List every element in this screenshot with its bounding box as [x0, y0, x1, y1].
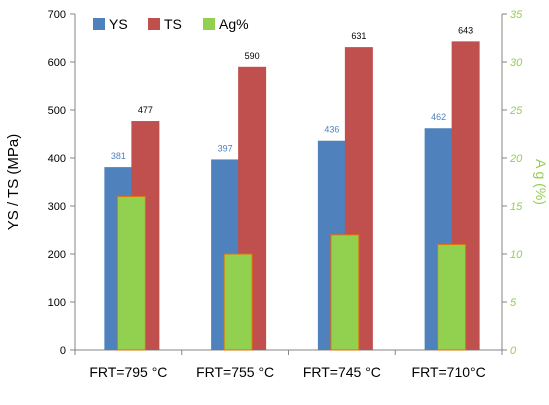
y2-tick-label: 30 — [510, 57, 523, 69]
y-tick-label: 700 — [48, 9, 66, 21]
data-label-ts: 631 — [351, 31, 366, 41]
y-tick-label: 200 — [48, 249, 66, 261]
y-tick-label: 0 — [60, 345, 66, 357]
x-tick-label: FRT=745 °C — [303, 364, 381, 380]
y2-tick-label: 20 — [509, 153, 523, 165]
legend-swatch-ag — [203, 18, 215, 30]
legend-swatch-ys — [93, 18, 105, 30]
bar-ag-0 — [116, 195, 146, 351]
y-tick-label: 400 — [48, 153, 66, 165]
y-tick-label: 100 — [48, 297, 66, 309]
y2-tick-label: 10 — [510, 249, 523, 261]
legend-swatch-ts — [148, 18, 160, 30]
x-tick-label: FRT=710°C — [412, 364, 486, 380]
y2-axis-title: A g (%) — [533, 159, 549, 205]
y-tick-label: 500 — [48, 105, 66, 117]
data-label-ts: 643 — [458, 25, 473, 35]
data-label-ts: 477 — [138, 105, 153, 115]
data-label-ys: 397 — [218, 143, 233, 153]
data-label-ag: 11 — [447, 251, 456, 261]
y2-tick-label: 15 — [510, 201, 523, 213]
x-tick-label: FRT=795 °C — [89, 364, 167, 380]
data-label-ag: 16 — [126, 203, 136, 213]
legend-label: Ag% — [219, 16, 249, 32]
y-tick-label: 300 — [48, 201, 66, 213]
x-tick-label: FRT=755 °C — [196, 364, 274, 380]
y-axis-title: YS / TS (MPa) — [5, 134, 22, 230]
data-label-ts: 590 — [245, 51, 260, 61]
y2-tick-label: 5 — [510, 297, 517, 309]
data-label-ys: 381 — [111, 151, 126, 161]
data-label-ys: 462 — [431, 112, 446, 122]
data-label-ag: 10 — [233, 261, 243, 271]
data-label-ag: 12 — [340, 242, 350, 252]
legend-label: TS — [164, 16, 182, 32]
bar-ag-3 — [437, 243, 467, 351]
y2-tick-label: 25 — [509, 105, 523, 117]
bar-ag-1 — [223, 253, 253, 351]
legend-label: YS — [109, 16, 128, 32]
bar-ag-2 — [330, 234, 360, 351]
y-tick-label: 600 — [48, 57, 66, 69]
data-label-ys: 436 — [324, 125, 339, 135]
y2-tick-label: 0 — [510, 345, 517, 357]
y2-tick-label: 35 — [510, 9, 523, 21]
